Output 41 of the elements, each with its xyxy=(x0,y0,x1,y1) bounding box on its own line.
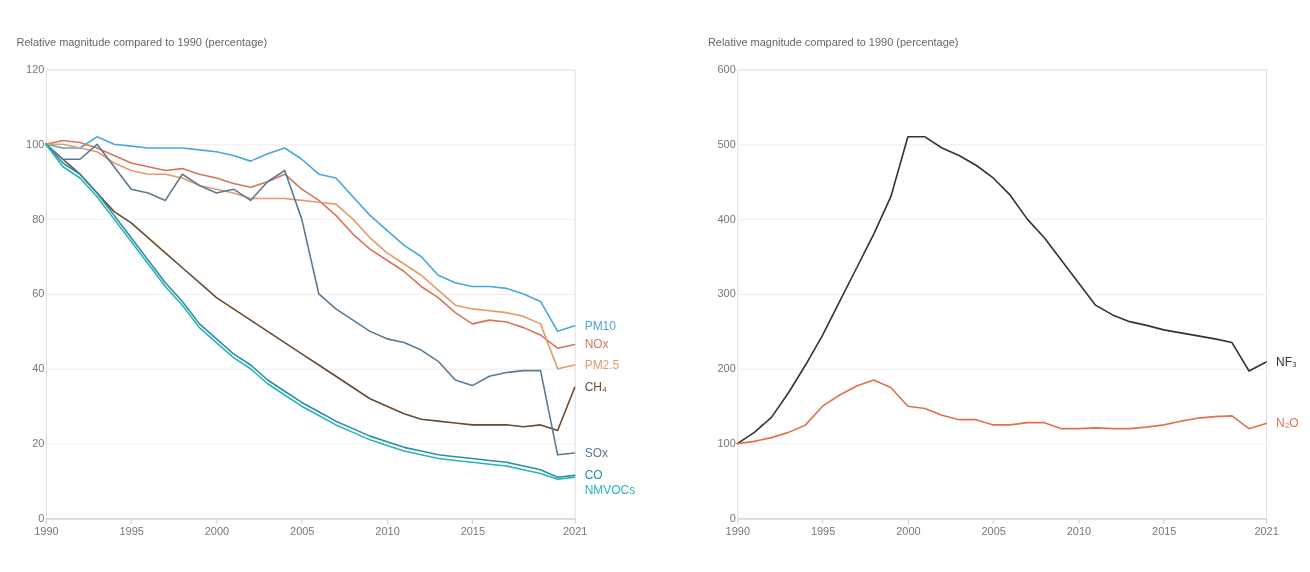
x-tick-label: 2021 xyxy=(1254,524,1279,537)
series-label: N₂O xyxy=(1276,416,1299,431)
series-label: NOx xyxy=(584,337,609,352)
line-series xyxy=(736,136,1267,445)
y-tick-label: 80 xyxy=(32,212,45,225)
series-label: PM10 xyxy=(584,318,617,333)
series-label: NF₃ xyxy=(1276,355,1298,370)
x-tick-label: 2015 xyxy=(1152,524,1177,537)
y-tick-label: 400 xyxy=(717,212,736,225)
x-tick-label: 2010 xyxy=(1066,524,1092,537)
y-axis-title: Relative magnitude compared to 1990 (percentage) xyxy=(707,36,959,49)
y-tick-label: 120 xyxy=(26,62,45,75)
x-tick-label: 1995 xyxy=(810,524,836,537)
y-tick-label: 600 xyxy=(717,62,736,75)
y-tick-label: 20 xyxy=(32,437,45,450)
series-label: SOx xyxy=(584,445,608,460)
series-label: NMVOCs xyxy=(584,483,636,498)
y-tick-label: 0 xyxy=(38,511,45,524)
x-tick-label: 2000 xyxy=(204,524,230,537)
y-tick-label: 300 xyxy=(717,287,736,300)
x-tick-label: 2000 xyxy=(896,524,921,537)
x-tick-label: 1995 xyxy=(119,524,144,537)
x-tick-label: 1990 xyxy=(725,524,751,537)
y-tick-label: 200 xyxy=(717,362,736,375)
y-tick-label: 500 xyxy=(717,137,736,150)
series-label: CH₄ xyxy=(584,380,607,395)
x-tick-label: 1990 xyxy=(34,524,59,537)
series-label: CO xyxy=(584,468,603,483)
x-tick-label: 2015 xyxy=(460,524,486,537)
y-tick-label: 40 xyxy=(32,362,45,375)
x-tick-label: 2005 xyxy=(981,524,1006,537)
y-tick-label: 100 xyxy=(717,437,736,450)
x-tick-label: 2010 xyxy=(375,524,400,537)
y-tick-label: 60 xyxy=(32,287,45,300)
x-tick-label: 2021 xyxy=(562,524,588,537)
y-tick-label: 100 xyxy=(26,137,45,150)
y-axis-title: Relative magnitude compared to 1990 (percentage) xyxy=(16,36,268,49)
series-label: PM2.5 xyxy=(584,358,620,373)
x-tick-label: 2005 xyxy=(290,524,315,537)
y-tick-label: 0 xyxy=(729,511,736,524)
line-series xyxy=(736,379,1267,445)
